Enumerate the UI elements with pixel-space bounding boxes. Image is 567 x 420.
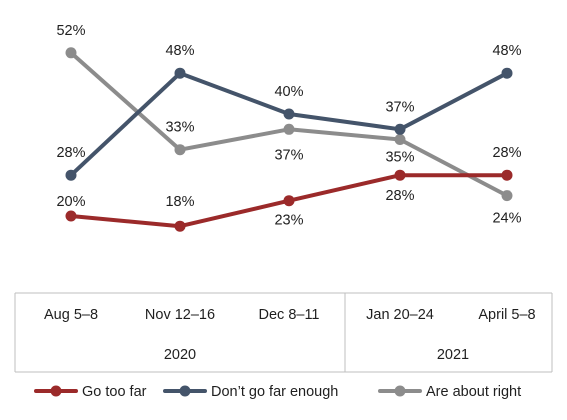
series-1-point <box>501 67 513 79</box>
data-label: 28% <box>56 145 85 161</box>
year-group-label: 2020 <box>164 347 196 363</box>
data-label: 40% <box>274 84 303 100</box>
data-labels: 28% 20% 52% 48% 33% 18% 40% 37% 23% 37% 35% 28% 48% 2… <box>56 23 521 229</box>
series-1-point <box>394 123 406 135</box>
data-label: 48% <box>165 43 194 59</box>
category-axis-table <box>14 292 553 373</box>
legend-label: Are about right <box>426 384 521 400</box>
series-markers <box>65 47 513 232</box>
series-2-point <box>65 47 77 59</box>
data-label: 20% <box>56 194 85 210</box>
category-label: Nov 12–16 <box>145 307 215 323</box>
category-label: April 5–8 <box>478 307 535 323</box>
series-1-point <box>283 108 295 120</box>
data-label: 24% <box>492 211 521 227</box>
legend: Go too far Don’t go far enough Are about r… <box>34 384 521 400</box>
category-labels: Aug 5–8 Nov 12–16 Dec 8–11 Jan 20–24 April 5… <box>44 307 536 323</box>
category-label: Jan 20–24 <box>366 307 434 323</box>
legend-label: Don’t go far enough <box>211 384 338 400</box>
legend-label: Go too far <box>82 384 147 400</box>
legend-swatch-marker <box>179 385 191 397</box>
category-label: Aug 5–8 <box>44 307 98 323</box>
data-label: 18% <box>165 194 194 210</box>
data-label: 35% <box>385 150 414 166</box>
data-label: 28% <box>385 188 414 204</box>
series-0-point <box>283 195 295 207</box>
data-label: 33% <box>165 120 194 136</box>
legend-swatch-marker <box>394 385 406 397</box>
year-group-labels: 2020 2021 <box>164 347 469 363</box>
legend-swatch-marker <box>50 385 62 397</box>
data-label: 52% <box>56 23 85 39</box>
series-0-point <box>65 210 77 222</box>
data-label: 48% <box>492 43 521 59</box>
series-0-point <box>501 169 513 181</box>
year-group-label: 2021 <box>437 347 469 363</box>
data-label: 37% <box>274 147 303 163</box>
series-2-point <box>174 144 186 156</box>
series-2-point <box>501 190 513 202</box>
series-2-point <box>394 134 406 145</box>
data-label: 28% <box>492 145 521 161</box>
data-label: 23% <box>274 213 303 229</box>
series-0-point <box>174 220 186 232</box>
category-label: Dec 8–11 <box>259 307 320 323</box>
series-1-point <box>65 169 77 181</box>
series-2-point <box>283 123 295 135</box>
data-label: 37% <box>385 99 414 115</box>
series-1-point <box>174 67 186 79</box>
series-0-point <box>394 169 406 181</box>
